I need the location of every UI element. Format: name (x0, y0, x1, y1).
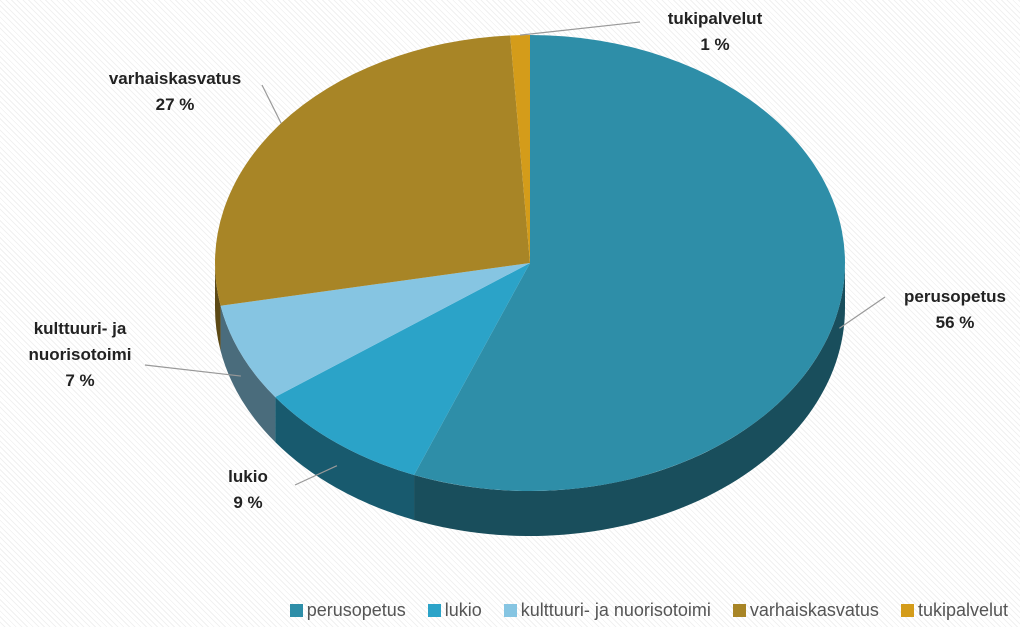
data-label: lukio 9 % (163, 464, 333, 516)
data-label: perusopetus 56 % (870, 284, 1020, 336)
leader-line (520, 21, 641, 36)
slice-side (414, 263, 845, 536)
legend-swatch (900, 604, 914, 617)
leader-line (294, 465, 338, 486)
legend-swatch (289, 604, 303, 617)
category-label: tukipalvelut (667, 9, 763, 28)
value-label: 7 % (65, 371, 95, 390)
category-label: lukio (228, 467, 268, 486)
value-label: 9 % (233, 493, 263, 512)
legend-item: varhaiskasvatus (732, 600, 879, 621)
data-label: tukipalvelut 1 % (630, 6, 800, 58)
slice-side (220, 305, 276, 443)
legend-label: perusopetus (306, 600, 406, 620)
slice (510, 35, 530, 263)
slice (414, 35, 845, 492)
data-label: kulttuuri- ja nuorisotoimi 7 % (10, 316, 150, 394)
legend-swatch (732, 604, 746, 617)
legend-item: kulttuuri- ja nuorisotoimi (503, 600, 711, 621)
slice-side (215, 263, 221, 351)
slice-side (275, 397, 415, 520)
category-label: varhaiskasvatus (108, 69, 242, 88)
legend-item: lukio (427, 600, 482, 621)
slice (220, 263, 530, 398)
category-label: perusopetus (903, 287, 1007, 306)
legend-label: varhaiskasvatus (749, 600, 879, 620)
legend-item: tukipalvelut (900, 600, 1008, 621)
legend-label: lukio (444, 600, 482, 620)
legend-label: kulttuuri- ja nuorisotoimi (520, 600, 711, 620)
data-label: varhaiskasvatus 27 % (90, 66, 260, 118)
value-label: 56 % (935, 313, 975, 332)
category-label: kulttuuri- ja nuorisotoimi (28, 319, 132, 364)
legend-label: tukipalvelut (917, 600, 1008, 620)
legend: perusopetus lukio kulttuuri- ja nuorisotoi… (0, 600, 1020, 621)
slice (215, 35, 530, 306)
legend-swatch (427, 604, 441, 617)
legend-item: perusopetus (289, 600, 406, 621)
leader-line (144, 364, 241, 377)
value-label: 1 % (700, 35, 730, 54)
value-label: 27 % (155, 95, 195, 114)
slice (275, 263, 530, 475)
leader-line (839, 296, 886, 329)
legend-swatch (503, 604, 517, 617)
leader-line (261, 84, 282, 124)
